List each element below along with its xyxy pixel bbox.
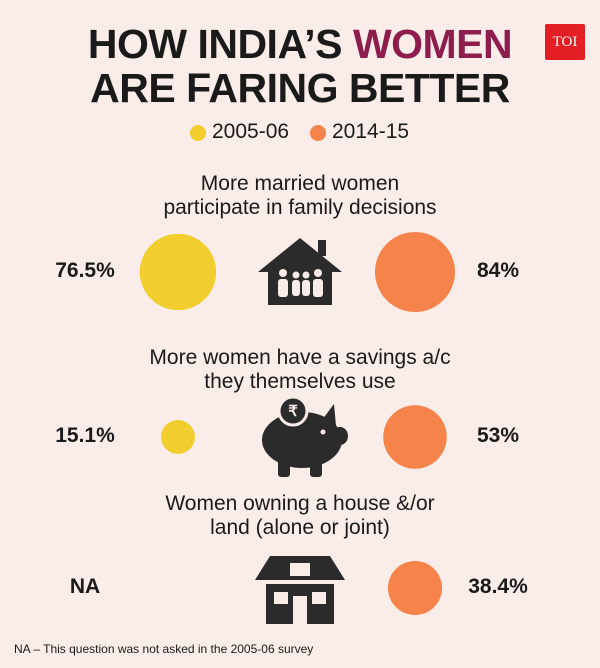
value-label: 38.4% (468, 575, 528, 598)
title-part: ARE FARING BETTER (90, 65, 510, 111)
category-label: More married women participate in family… (163, 172, 437, 219)
logo: TOI (545, 24, 585, 60)
category-label: Women owning a house &/or land (alone or… (165, 492, 435, 539)
value-label: 76.5% (55, 259, 115, 282)
house-icon (255, 556, 345, 624)
legend-swatch (310, 125, 326, 141)
piggy-bank-icon: ₹ (262, 395, 348, 477)
bubble (375, 232, 455, 312)
title: HOW INDIA’S WOMEN ARE FARING BETTER (0, 22, 600, 110)
legend-label: 2014-15 (332, 120, 410, 143)
bubble (139, 233, 217, 311)
legend-swatch (190, 125, 206, 141)
title-part: HOW INDIA’S (87, 21, 353, 67)
footnote: NA – This question was not asked in the … (14, 642, 314, 656)
value-label: NA (69, 575, 101, 598)
bubble (383, 405, 447, 469)
legend-label: 2005-06 (212, 120, 290, 143)
value-label: 53% (476, 424, 520, 447)
value-label: 15.1% (55, 424, 115, 447)
bubble (387, 560, 443, 616)
bubble (161, 420, 195, 454)
svg-text:₹: ₹ (288, 403, 298, 420)
category-label: More women have a savings a/c they thems… (149, 346, 451, 393)
value-label: 84% (476, 259, 520, 282)
house-family-icon (258, 238, 342, 305)
title-highlight: WOMEN (352, 21, 513, 67)
